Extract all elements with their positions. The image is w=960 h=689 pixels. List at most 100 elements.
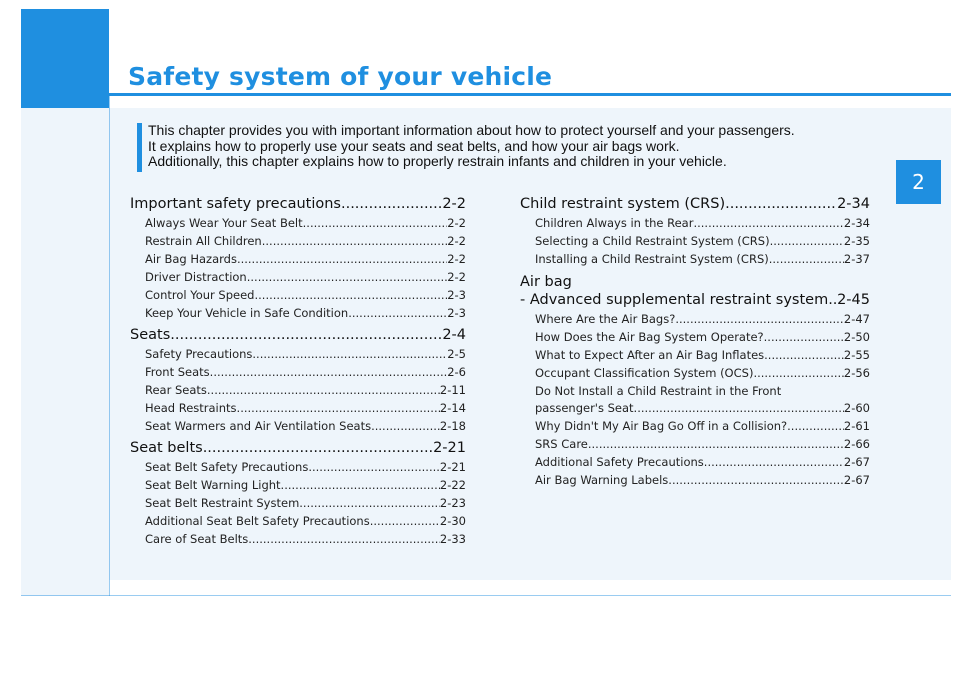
toc-section-seats[interactable]: Seats 2-4 xyxy=(130,327,466,347)
toc-item-label: Air Bag Hazards xyxy=(145,252,237,266)
toc-item-label: Where Are the Air Bags? xyxy=(535,312,676,326)
toc-page: 2-22 xyxy=(439,478,466,492)
toc-right-column: Child restraint system (CRS) 2-34 Childre… xyxy=(520,196,870,491)
toc-item[interactable]: passenger's Seat 2-60 xyxy=(520,401,870,419)
toc-item[interactable]: Rear Seats 2-11 xyxy=(130,383,466,401)
toc-page: 2-55 xyxy=(843,348,870,362)
header-accent-block xyxy=(21,9,109,108)
toc-item[interactable]: Seat Belt Warning Light 2-22 xyxy=(130,478,466,496)
toc-section-title: - Advanced supplemental restraint system xyxy=(520,292,829,308)
toc-item[interactable]: How Does the Air Bag System Operate? 2-50 xyxy=(520,330,870,348)
toc-section-important-safety[interactable]: Important safety precautions 2-2 xyxy=(130,196,466,216)
toc-page: 2-4 xyxy=(442,327,466,343)
toc-item-label: What to Expect After an Air Bag Inflates xyxy=(535,348,765,362)
toc-page: 2-2 xyxy=(442,196,466,212)
toc-page: 2-34 xyxy=(843,216,870,230)
toc-page: 2-50 xyxy=(843,330,870,344)
header-rule xyxy=(21,93,951,96)
toc-item[interactable]: Control Your Speed 2-3 xyxy=(130,288,466,306)
toc-page: 2-66 xyxy=(843,437,870,451)
toc-item-label: Seat Belt Safety Precautions xyxy=(145,460,309,474)
toc-item[interactable]: Additional Seat Belt Safety Precautions 2… xyxy=(130,514,466,532)
intro-line: Additionally, this chapter explains how … xyxy=(148,153,727,169)
toc-item-label: Additional Safety Precautions xyxy=(535,455,704,469)
toc-item[interactable]: Seat Belt Safety Precautions 2-21 xyxy=(130,460,466,478)
toc-page: 2-21 xyxy=(439,460,466,474)
toc-item-label: SRS Care xyxy=(535,437,588,451)
content-panel xyxy=(21,108,951,580)
toc-page: 2-34 xyxy=(837,196,870,212)
toc-page: 2-6 xyxy=(447,365,466,379)
toc-page: 2-2 xyxy=(447,234,466,248)
toc-page: 2-35 xyxy=(843,234,870,248)
toc-left-column: Important safety precautions 2-2 Always W… xyxy=(130,196,466,550)
toc-item[interactable]: Front Seats 2-6 xyxy=(130,365,466,383)
toc-section-title: Seats xyxy=(130,327,171,343)
toc-item[interactable]: Safety Precautions 2-5 xyxy=(130,347,466,365)
toc-item[interactable]: Seat Warmers and Air Ventilation Seats 2-… xyxy=(130,419,466,437)
toc-item[interactable]: Children Always in the Rear 2-34 xyxy=(520,216,870,234)
toc-page: 2-3 xyxy=(447,306,466,320)
toc-item[interactable]: Restrain All Children 2-2 xyxy=(130,234,466,252)
chapter-intro: This chapter provides you with important… xyxy=(148,122,888,170)
toc-item[interactable]: Keep Your Vehicle in Safe Condition 2-3 xyxy=(130,306,466,324)
toc-item-label: Driver Distraction xyxy=(145,270,247,284)
toc-section-title: Seat belts xyxy=(130,440,203,456)
toc-item[interactable]: Selecting a Child Restraint System (CRS)… xyxy=(520,234,870,252)
toc-page: 2-60 xyxy=(843,401,870,415)
toc-item-label: Seat Warmers and Air Ventilation Seats xyxy=(145,419,372,433)
toc-item-label: Seat Belt Warning Light xyxy=(145,478,281,492)
toc-page: 2-14 xyxy=(439,401,466,415)
toc-item-label: passenger's Seat xyxy=(535,401,634,415)
intro-line: This chapter provides you with important… xyxy=(148,122,795,138)
toc-item[interactable]: Care of Seat Belts 2-33 xyxy=(130,532,466,550)
toc-item-label: Rear Seats xyxy=(145,383,207,397)
toc-item[interactable]: Occupant Classification System (OCS) 2-56 xyxy=(520,366,870,384)
toc-item[interactable]: Installing a Child Restraint System (CRS… xyxy=(520,252,870,270)
intro-accent-bar xyxy=(137,123,142,172)
toc-section-child-restraint[interactable]: Child restraint system (CRS) 2-34 xyxy=(520,196,870,216)
toc-item-label: Keep Your Vehicle in Safe Condition xyxy=(145,306,349,320)
toc-item-label: Restrain All Children xyxy=(145,234,262,248)
toc-page: 2-2 xyxy=(447,252,466,266)
toc-page: 2-37 xyxy=(843,252,870,266)
intro-line: It explains how to properly use your sea… xyxy=(148,137,680,154)
toc-item[interactable]: Seat Belt Restraint System 2-23 xyxy=(130,496,466,514)
toc-item[interactable]: Air Bag Hazards 2-2 xyxy=(130,252,466,270)
toc-item-label: Care of Seat Belts xyxy=(145,532,249,546)
toc-item-label: Additional Seat Belt Safety Precautions xyxy=(145,514,370,528)
toc-item-label: Why Didn't My Air Bag Go Off in a Collis… xyxy=(535,419,788,433)
toc-item[interactable]: Air Bag Warning Labels 2-67 xyxy=(520,473,870,491)
toc-item-label: Selecting a Child Restraint System (CRS) xyxy=(535,234,770,248)
toc-item[interactable]: Driver Distraction 2-2 xyxy=(130,270,466,288)
toc-item[interactable]: Always Wear Your Seat Belt 2-2 xyxy=(130,216,466,234)
toc-item-label: Occupant Classification System (OCS) xyxy=(535,366,754,380)
toc-item-label: Control Your Speed xyxy=(145,288,255,302)
toc-item[interactable]: Why Didn't My Air Bag Go Off in a Collis… xyxy=(520,419,870,437)
toc-page: 2-11 xyxy=(439,383,466,397)
toc-page: 2-18 xyxy=(439,419,466,433)
toc-page: 2-33 xyxy=(439,532,466,546)
toc-item[interactable]: What to Expect After an Air Bag Inflates… xyxy=(520,348,870,366)
toc-page: 2-67 xyxy=(843,473,870,487)
toc-page: 2-30 xyxy=(439,514,466,528)
toc-item-label-line1[interactable]: Do Not Install a Child Restraint in the … xyxy=(535,384,782,398)
toc-section-air-bag-heading[interactable]: Air bag xyxy=(520,274,572,290)
chapter-tab[interactable]: 2 xyxy=(896,160,941,204)
toc-item-label: Seat Belt Restraint System xyxy=(145,496,300,510)
toc-item[interactable]: Additional Safety Precautions 2-67 xyxy=(520,455,870,473)
toc-item-label: Children Always in the Rear xyxy=(535,216,694,230)
toc-item-label: Always Wear Your Seat Belt xyxy=(145,216,303,230)
toc-item[interactable]: Where Are the Air Bags? 2-47 xyxy=(520,312,870,330)
footer-rule xyxy=(21,595,951,596)
toc-page: 2-23 xyxy=(439,496,466,510)
margin-rule xyxy=(109,96,110,596)
toc-item-label: Installing a Child Restraint System (CRS… xyxy=(535,252,769,266)
toc-item[interactable]: Head Restraints 2-14 xyxy=(130,401,466,419)
toc-section-seat-belts[interactable]: Seat belts 2-21 xyxy=(130,440,466,460)
toc-page: 2-56 xyxy=(843,366,870,380)
left-margin-strip xyxy=(21,108,109,596)
toc-item[interactable]: SRS Care 2-66 xyxy=(520,437,870,455)
toc-page: 2-21 xyxy=(433,440,466,456)
toc-section-air-bag[interactable]: - Advanced supplemental restraint system… xyxy=(520,292,870,312)
